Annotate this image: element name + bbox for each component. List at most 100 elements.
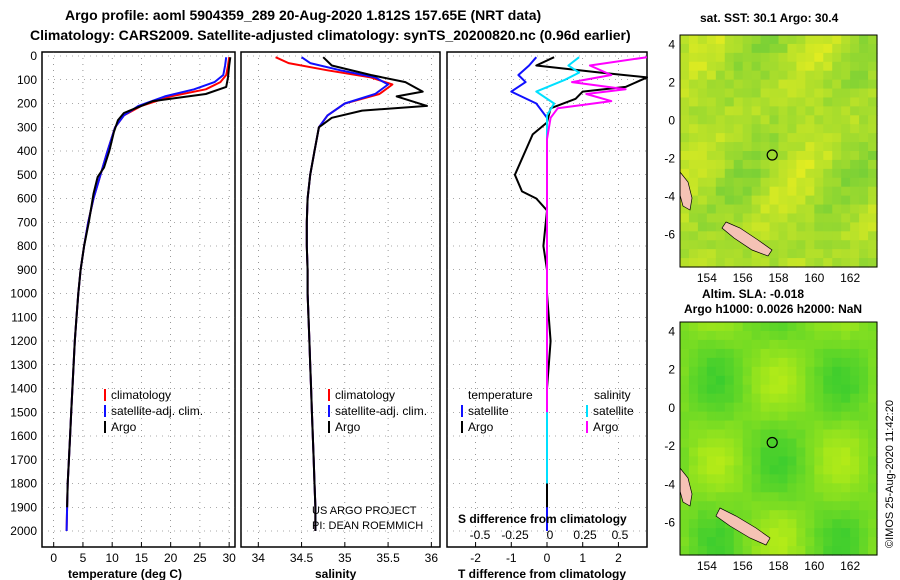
heatmap-cell xyxy=(724,483,735,493)
heatmap-cell xyxy=(796,402,806,413)
heatmap-cell xyxy=(769,231,780,241)
heatmap-cell xyxy=(814,258,824,268)
heatmap-cell xyxy=(697,519,708,529)
heatmap-cell xyxy=(688,186,699,197)
heatmap-cell xyxy=(680,79,690,90)
heatmap-cell xyxy=(832,124,842,134)
map-lon-label: 154 xyxy=(697,559,717,573)
heatmap-cell xyxy=(841,249,851,259)
heatmap-cell xyxy=(688,106,699,116)
heatmap-cell xyxy=(688,142,699,152)
x-tick-label: 30 xyxy=(222,551,236,565)
heatmap-cell xyxy=(724,366,735,377)
heatmap-cell xyxy=(724,61,735,72)
heatmap-cell xyxy=(724,456,735,466)
heatmap-cell xyxy=(850,151,860,161)
sst-map-island-solomons xyxy=(721,221,773,257)
heatmap-cell xyxy=(680,546,690,556)
heatmap-cell xyxy=(688,483,699,493)
heatmap-cell xyxy=(697,501,708,511)
heatmap-cell xyxy=(715,447,726,458)
heatmap-cell xyxy=(760,366,771,377)
heatmap-cell xyxy=(688,339,699,350)
heatmap-cell xyxy=(680,510,690,520)
heatmap-cell xyxy=(850,195,860,206)
heatmap-cell xyxy=(778,447,789,458)
heatmap-cell xyxy=(769,510,780,520)
heatmap-cell xyxy=(823,43,833,54)
heatmap-cell xyxy=(832,70,842,81)
heatmap-cell xyxy=(688,474,699,484)
heatmap-cell xyxy=(724,231,735,241)
heatmap-cell xyxy=(814,177,824,188)
heatmap-cell xyxy=(796,258,806,268)
heatmap-cell xyxy=(787,204,797,215)
heatmap-cell xyxy=(715,330,726,341)
heatmap-cell xyxy=(760,447,771,458)
heatmap-cell xyxy=(805,330,815,341)
heatmap-cell xyxy=(868,393,878,404)
heatmap-cell xyxy=(832,97,842,107)
heatmap-cell xyxy=(787,348,797,359)
heatmap-cell xyxy=(850,124,860,134)
heatmap-cell xyxy=(787,528,797,538)
heatmap-cell xyxy=(796,357,806,368)
heatmap-cell xyxy=(706,411,717,422)
heatmap-cell xyxy=(733,411,744,422)
heatmap-cell xyxy=(832,456,842,466)
heatmap-cell xyxy=(733,97,744,107)
heatmap-cell xyxy=(760,159,771,170)
heatmap-cell xyxy=(805,222,815,232)
heatmap-cell xyxy=(796,249,806,259)
heatmap-cell xyxy=(832,510,842,520)
heatmap-cell xyxy=(796,456,806,466)
diff-legend-t-argo-swatch xyxy=(461,421,463,433)
heatmap-cell xyxy=(796,168,806,179)
depth-tick-label: 1100 xyxy=(11,310,37,324)
heatmap-cell xyxy=(778,375,789,386)
heatmap-cell xyxy=(751,159,762,170)
depth-tick-label: 1300 xyxy=(10,358,37,372)
heatmap-cell xyxy=(706,384,717,395)
heatmap-cell xyxy=(688,438,699,449)
heatmap-cell xyxy=(823,106,833,116)
heatmap-cell xyxy=(832,258,842,268)
heatmap-cell xyxy=(823,35,833,45)
heatmap-cell xyxy=(733,438,744,449)
heatmap-cell xyxy=(760,465,771,475)
heatmap-cell xyxy=(697,43,708,54)
heatmap-cell xyxy=(769,52,780,63)
heatmap-cell xyxy=(760,222,771,232)
heatmap-cell xyxy=(715,501,726,511)
heatmap-cell xyxy=(751,348,762,359)
heatmap-cell xyxy=(859,222,869,232)
heatmap-cell xyxy=(680,106,690,116)
heatmap-cell xyxy=(733,240,744,250)
heatmap-cell xyxy=(841,402,851,413)
heatmap-cell xyxy=(841,97,851,107)
heatmap-cell xyxy=(832,474,842,484)
heatmap-cell xyxy=(680,537,690,547)
heatmap-cell xyxy=(796,35,806,45)
heatmap-cell xyxy=(850,106,860,116)
heatmap-cell xyxy=(832,168,842,179)
heatmap-cell xyxy=(778,115,789,125)
heatmap-cell xyxy=(841,348,851,359)
heatmap-cell xyxy=(680,168,690,179)
map-lon-label: 158 xyxy=(768,559,788,573)
diff-legend-s-argo: Argo xyxy=(593,420,619,434)
heatmap-cell xyxy=(868,330,878,341)
heatmap-cell xyxy=(706,195,717,206)
heatmap-cell xyxy=(697,124,708,134)
heatmap-cell xyxy=(796,339,806,350)
heatmap-cell xyxy=(823,465,833,475)
heatmap-cell xyxy=(823,61,833,72)
heatmap-cell xyxy=(841,159,851,170)
heatmap-cell xyxy=(805,88,815,99)
heatmap-cell xyxy=(823,429,833,440)
heatmap-cell xyxy=(841,151,851,161)
heatmap-cell xyxy=(680,133,690,143)
heatmap-cell xyxy=(778,52,789,63)
series-salinity-argo xyxy=(546,56,648,413)
